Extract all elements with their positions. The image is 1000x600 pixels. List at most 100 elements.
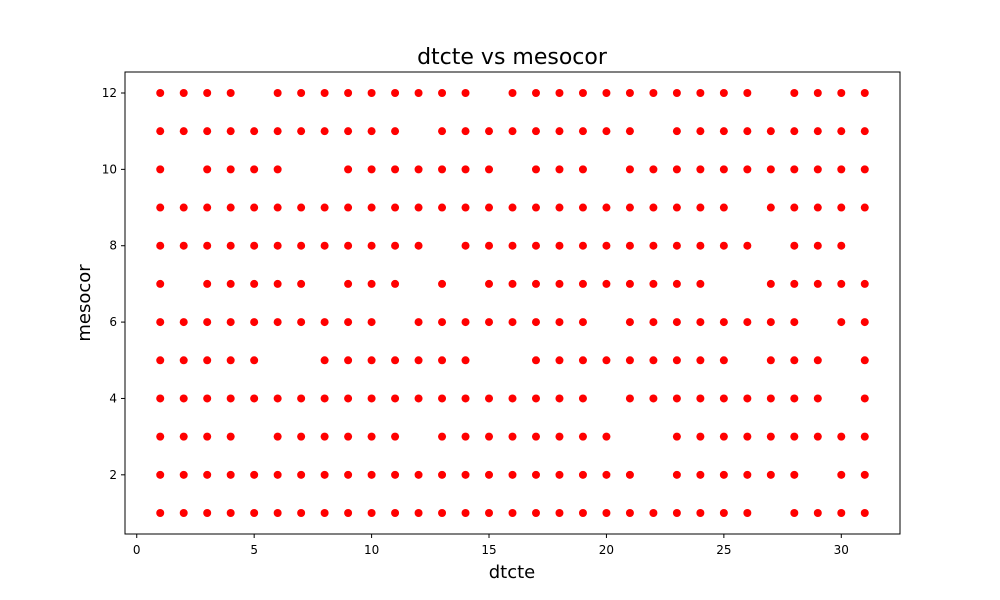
data-point [672,203,681,212]
data-point [179,509,188,517]
data-point [297,203,306,212]
data-point [156,127,165,136]
data-point [837,509,846,517]
data-point [790,279,799,288]
data-point [555,432,564,441]
data-point [320,318,329,327]
x-tick-label: 5 [250,543,258,557]
y-tick-label: 4 [109,391,117,405]
data-point [813,394,822,403]
data-point [813,509,822,517]
data-point [250,203,259,212]
data-point [672,241,681,250]
data-point [226,127,235,136]
data-point [743,509,752,517]
data-point [461,509,470,517]
data-point [320,241,329,250]
data-point [438,432,447,441]
data-point [531,279,540,288]
data-point [790,165,799,174]
data-point [438,509,447,517]
data-point [438,89,447,97]
data-point [461,394,470,403]
data-point [649,318,658,327]
data-point [719,394,728,403]
data-point [578,432,587,441]
data-point [578,127,587,136]
data-point [672,318,681,327]
data-point [860,470,869,479]
data-point [273,89,282,97]
data-point [414,203,423,212]
data-point [461,470,470,479]
data-point [531,89,540,97]
data-point [508,89,517,97]
data-point [531,203,540,212]
x-tick-label: 0 [133,543,141,557]
x-tick-label: 10 [364,543,379,557]
data-point [508,432,517,441]
data-point [837,279,846,288]
data-point [531,165,540,174]
y-tick-label: 2 [109,468,117,482]
data-point [297,394,306,403]
data-point [790,356,799,365]
data-point [719,509,728,517]
data-point [860,127,869,136]
data-point [297,318,306,327]
data-point [344,509,353,517]
data-point [813,89,822,97]
y-tick-label: 12 [102,86,117,100]
data-point [203,394,212,403]
data-point [508,318,517,327]
data-point [602,432,611,441]
data-point [696,127,705,136]
data-point [790,509,799,517]
data-point [602,279,611,288]
data-point [508,127,517,136]
data-point [766,127,775,136]
data-point [438,165,447,174]
data-point [367,318,376,327]
data-point [508,279,517,288]
data-point [367,356,376,365]
data-point [649,279,658,288]
data-point [179,356,188,365]
data-point [320,356,329,365]
x-axis-label: dtcte [489,562,536,583]
data-point [696,89,705,97]
data-point [719,89,728,97]
data-point [790,241,799,250]
data-point [461,318,470,327]
data-point [531,127,540,136]
data-point [860,318,869,327]
data-point [602,241,611,250]
data-point [367,509,376,517]
data-point [391,203,400,212]
data-point [672,432,681,441]
data-point [250,241,259,250]
data-point [485,394,494,403]
data-point [766,318,775,327]
data-point [226,165,235,174]
data-point [273,394,282,403]
data-point [485,509,494,517]
data-point [555,241,564,250]
data-point [625,203,634,212]
data-point [485,432,494,441]
data-point [860,203,869,212]
data-point [696,356,705,365]
data-point [297,127,306,136]
data-point [391,89,400,97]
data-point [179,241,188,250]
data-point [367,432,376,441]
data-point [485,127,494,136]
data-point [578,89,587,97]
data-point [344,127,353,136]
data-point [508,203,517,212]
data-point [461,432,470,441]
y-axis-label: mesocor [74,264,95,342]
data-point [226,356,235,365]
data-point [860,432,869,441]
data-point [578,241,587,250]
